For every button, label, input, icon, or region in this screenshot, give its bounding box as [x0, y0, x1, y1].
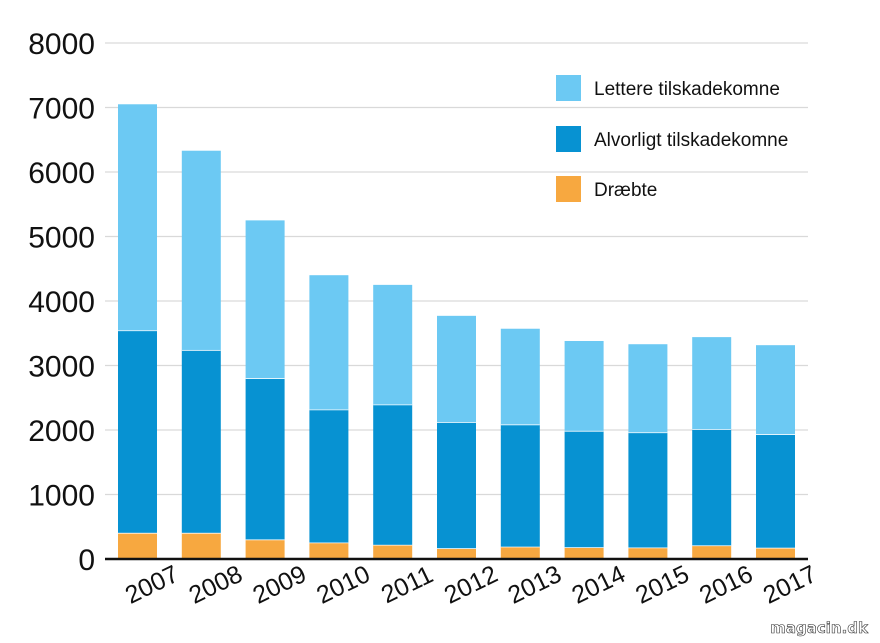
- y-tick-label: 7000: [28, 93, 95, 126]
- y-tick-label: 0: [78, 544, 95, 577]
- bar-segment: [628, 344, 668, 433]
- bar-segment: [181, 349, 221, 533]
- bar-segment: [245, 539, 285, 559]
- x-tick-label: 2010: [312, 560, 374, 610]
- bar-segment: [500, 424, 540, 547]
- y-tick-label: 5000: [28, 222, 95, 255]
- bar-segment: [245, 378, 285, 540]
- bar-segment: [373, 544, 413, 559]
- bar-segment: [118, 532, 157, 559]
- bar-segment: [628, 547, 668, 559]
- x-tick-label: 2017: [759, 560, 821, 610]
- legend-swatch: [556, 126, 581, 152]
- bar-segment: [309, 409, 349, 543]
- legend-label: Lettere tilskadekomne: [594, 79, 780, 100]
- x-axis-tick-labels: 2007 2008 2009 2010 2011 2012 2013 2014 2015 2016…: [121, 560, 821, 610]
- bar-segment: [437, 315, 476, 423]
- x-tick-label: 2012: [440, 560, 502, 610]
- y-tick-label: 2000: [28, 415, 95, 448]
- y-tick-label: 1000: [28, 480, 95, 513]
- bar-segment: [309, 542, 349, 559]
- bar-segment: [564, 430, 604, 548]
- y-axis-tick-labels: 0 1000 2000 3000 4000 5000 6000 7000 8000: [28, 28, 95, 577]
- y-tick-label: 4000: [28, 286, 95, 319]
- watermark-text: magacin.dk: [770, 619, 869, 637]
- x-tick-label: 2016: [695, 560, 757, 610]
- bar-segment: [181, 532, 221, 559]
- bar-segment: [500, 328, 540, 425]
- bar-segment: [756, 547, 795, 559]
- bar-segment: [245, 220, 285, 379]
- x-tick-label: 2007: [121, 560, 183, 610]
- y-tick-label: 3000: [28, 351, 95, 384]
- y-tick-label: 8000: [28, 28, 95, 61]
- legend-label: Dræbte: [594, 180, 657, 201]
- x-tick-label: 2015: [631, 560, 693, 610]
- bar-segment: [628, 432, 668, 548]
- bar-segment: [309, 275, 349, 410]
- legend-swatch: [556, 176, 581, 202]
- x-tick-label: 2008: [185, 560, 247, 610]
- bar-segment: [756, 345, 795, 435]
- bar-segment: [373, 404, 413, 545]
- bar-segment: [692, 545, 732, 559]
- legend-swatch: [556, 75, 581, 101]
- bar-segment: [118, 330, 157, 533]
- bar-segment: [564, 340, 604, 431]
- bar-segment: [692, 429, 732, 546]
- legend: Lettere tilskadekomne Alvorligt tilskadek…: [556, 75, 788, 202]
- y-tick-label: 6000: [28, 157, 95, 190]
- x-tick-label: 2014: [567, 560, 629, 610]
- x-tick-label: 2009: [248, 560, 310, 610]
- bar-segment: [692, 337, 732, 430]
- bar-segment: [373, 284, 413, 405]
- x-tick-label: 2013: [504, 560, 566, 610]
- bar-segment: [756, 434, 795, 548]
- bar-segment: [437, 422, 476, 549]
- bar-segment: [181, 150, 221, 350]
- bars: [118, 104, 795, 559]
- legend-label: Alvorligt tilskadekomne: [594, 130, 788, 151]
- bar-segment: [500, 546, 540, 559]
- bar-segment: [437, 548, 476, 559]
- bar-segment: [118, 104, 157, 331]
- x-tick-label: 2011: [377, 560, 438, 609]
- bar-segment: [564, 547, 604, 559]
